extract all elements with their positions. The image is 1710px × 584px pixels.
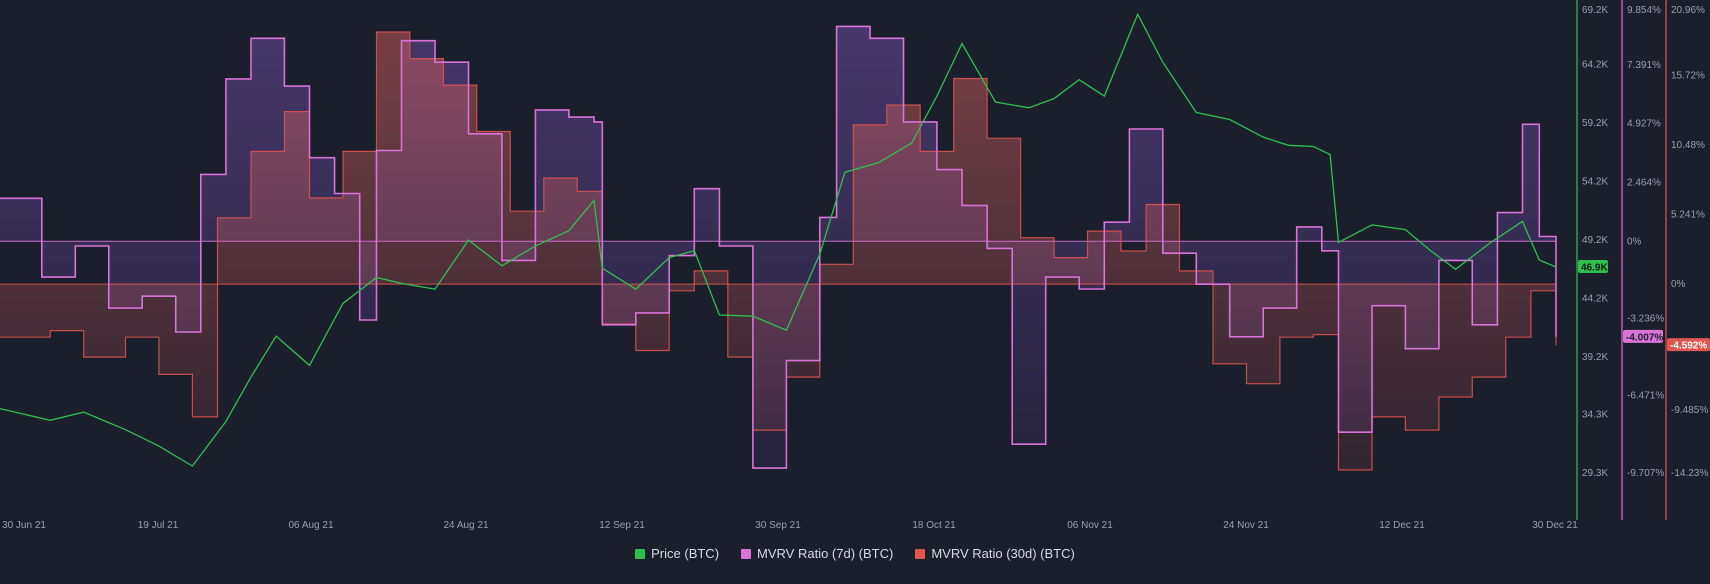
mvrv-7d-axis-tick-label: 7.391% bbox=[1627, 60, 1661, 71]
legend-swatch-price bbox=[635, 548, 646, 559]
legend-swatch-mvrv-30d bbox=[915, 548, 926, 559]
x-tick-label: 18 Oct 21 bbox=[912, 520, 956, 531]
legend-item-mvrv-7d[interactable]: MVRV Ratio (7d) (BTC) bbox=[741, 546, 893, 561]
x-tick-label: 12 Dec 21 bbox=[1379, 520, 1425, 531]
mvrv-30d-axis-tick-label: 15.72% bbox=[1671, 71, 1705, 82]
legend-label-mvrv-7d: MVRV Ratio (7d) (BTC) bbox=[757, 546, 894, 561]
price-axis-tick-label: 29.3K bbox=[1582, 468, 1608, 479]
mvrv-7d-axis-tick-label: 0% bbox=[1627, 236, 1642, 247]
mvrv-30d-axis-tick-label: -9.485% bbox=[1671, 405, 1708, 416]
price-axis-tick-label: 44.2K bbox=[1582, 294, 1608, 305]
legend-item-price[interactable]: Price (BTC) bbox=[635, 546, 719, 561]
mvrv-7d-axis-tick-label: 9.854% bbox=[1627, 5, 1661, 16]
mvrv-7d-current-badge bbox=[1623, 329, 1663, 343]
mvrv-7d-line bbox=[0, 25, 1557, 469]
x-tick-label: 24 Aug 21 bbox=[443, 520, 488, 531]
mvrv-7d-axis-tick-label: 2.464% bbox=[1627, 177, 1661, 188]
x-tick-label: 30 Jun 21 bbox=[2, 520, 46, 531]
legend-item-mvrv-30d[interactable]: MVRV Ratio (30d) (BTC) bbox=[915, 546, 1075, 561]
chart-legend: Price (BTC) MVRV Ratio (7d) (BTC) MVRV R… bbox=[0, 546, 1710, 561]
x-tick-label: 30 Dec 21 bbox=[1532, 520, 1578, 531]
x-tick-label: 24 Nov 21 bbox=[1223, 520, 1269, 531]
mvrv-30d-axis-tick-label: 5.241% bbox=[1671, 210, 1705, 221]
price-axis-tick-label: 69.2K bbox=[1582, 5, 1608, 16]
legend-swatch-mvrv-7d bbox=[741, 548, 752, 559]
price-axis-tick-label: 39.2K bbox=[1582, 352, 1608, 363]
price-axis-tick-label: 59.2K bbox=[1582, 118, 1608, 129]
price-axis-tick-label: 54.2K bbox=[1582, 177, 1608, 188]
mvrv-30d-axis-tick-label: 10.48% bbox=[1671, 140, 1705, 151]
price-current-badge-text: 46.9K bbox=[1581, 263, 1608, 274]
mvrv-7d-axis-tick-label: 4.927% bbox=[1627, 119, 1661, 130]
x-tick-label: 06 Aug 21 bbox=[288, 520, 333, 531]
mvrv-30d-current-badge bbox=[1667, 338, 1710, 352]
mvrv-30d-area bbox=[0, 32, 1556, 470]
mvrv-30d-axis-tick-label: 0% bbox=[1671, 279, 1686, 290]
x-tick-label: 19 Jul 21 bbox=[138, 520, 179, 531]
price-current-badge bbox=[1578, 260, 1608, 274]
mvrv-7d-current-badge-text: -4.007% bbox=[1626, 332, 1663, 343]
legend-label-price: Price (BTC) bbox=[651, 546, 720, 561]
x-tick-label: 12 Sep 21 bbox=[599, 520, 645, 531]
legend-label-mvrv-30d: MVRV Ratio (30d) (BTC) bbox=[931, 546, 1075, 561]
price-axis-tick-label: 49.2K bbox=[1582, 235, 1608, 246]
mvrv-7d-axis-tick-label: -6.471% bbox=[1627, 391, 1664, 402]
mvrv-7d-axis-tick-label: -9.707% bbox=[1627, 468, 1664, 479]
mvrv-30d-current-badge-text: -4.592% bbox=[1670, 341, 1707, 352]
x-tick-label: 30 Sep 21 bbox=[755, 520, 801, 531]
price-axis-tick-label: 64.2K bbox=[1582, 60, 1608, 71]
price-axis-tick-label: 34.3K bbox=[1582, 409, 1608, 420]
mvrv-30d-axis-tick-label: 20.96% bbox=[1671, 5, 1705, 16]
mvrv-7d-axis-tick-label: -3.236% bbox=[1627, 314, 1664, 325]
mvrv-7d-area bbox=[0, 26, 1556, 469]
x-tick-label: 06 Nov 21 bbox=[1067, 520, 1113, 531]
price-line bbox=[0, 12, 1557, 467]
mvrv-30d-axis-tick-label: -14.23% bbox=[1671, 468, 1708, 479]
